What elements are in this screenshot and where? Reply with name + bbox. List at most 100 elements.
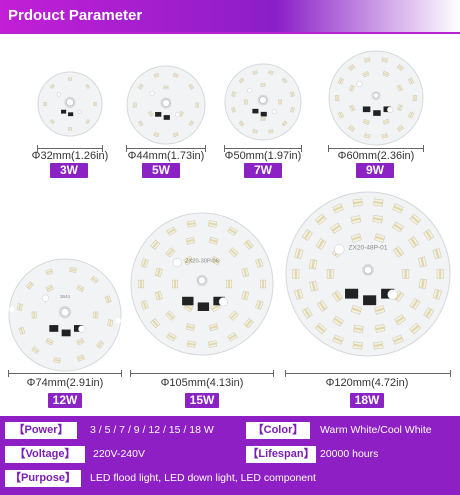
led-chip bbox=[140, 258, 149, 269]
led-chip bbox=[315, 238, 327, 250]
mount-notch bbox=[115, 317, 121, 324]
led-chip bbox=[186, 220, 197, 228]
led-chip bbox=[85, 83, 91, 89]
driver-ic bbox=[363, 295, 377, 306]
led-chip bbox=[227, 332, 238, 342]
led-chip bbox=[409, 298, 421, 310]
led-chip bbox=[352, 198, 363, 207]
led-chip bbox=[408, 111, 415, 119]
solder-pad bbox=[218, 297, 228, 307]
led-chip bbox=[332, 203, 344, 214]
silkscreen-label: 3644 bbox=[60, 294, 70, 299]
led-chip bbox=[153, 72, 160, 78]
solder-pad bbox=[172, 258, 182, 268]
led-chip bbox=[374, 324, 386, 333]
led-chip bbox=[337, 77, 344, 85]
driver-ic bbox=[260, 111, 267, 117]
led-chip bbox=[208, 323, 219, 332]
color-label: 【Color】 bbox=[246, 422, 310, 439]
solder-pad bbox=[247, 88, 253, 94]
driver-ic bbox=[182, 296, 194, 306]
led-chip bbox=[166, 332, 177, 342]
led-chip bbox=[207, 340, 218, 348]
led-chip bbox=[186, 340, 197, 348]
led-chip bbox=[364, 57, 371, 63]
led-chip bbox=[409, 322, 422, 335]
led-chip bbox=[154, 290, 163, 301]
board-7w-power-badge: 7W bbox=[244, 163, 282, 178]
driver-ic bbox=[362, 106, 371, 113]
dimension-line bbox=[37, 145, 103, 152]
led-chip bbox=[418, 278, 428, 289]
lifespan-value: 20000 hours bbox=[320, 448, 379, 460]
spec-row-power-color: 【Power】 3 / 5 / 7 / 9 / 12 / 15 / 18 W 【… bbox=[0, 420, 460, 440]
board-7w-size: Φ50mm(1.97in) bbox=[224, 150, 302, 162]
board-12w-image: 3644 bbox=[8, 258, 122, 372]
led-chip bbox=[238, 120, 245, 127]
led-chip bbox=[165, 247, 176, 258]
solder-pad bbox=[77, 109, 82, 115]
led-chip bbox=[231, 107, 236, 113]
led-chip bbox=[281, 77, 288, 84]
led-chip bbox=[353, 324, 364, 334]
driver-ic bbox=[163, 115, 170, 120]
led-chip bbox=[374, 233, 386, 243]
led-chip bbox=[252, 129, 258, 134]
board-18w-image: ZX20-48P-01 bbox=[285, 191, 451, 357]
dimension-line bbox=[126, 145, 206, 152]
led-chip bbox=[374, 305, 386, 315]
led-chip bbox=[76, 284, 85, 293]
led-chip bbox=[260, 279, 267, 289]
led-chip bbox=[166, 226, 177, 236]
center-hole bbox=[364, 265, 372, 274]
led-chip bbox=[392, 221, 404, 233]
led-chip bbox=[195, 102, 199, 108]
led-chip bbox=[408, 236, 420, 248]
board-12w-power-badge: 12W bbox=[48, 393, 82, 408]
led-chip bbox=[337, 111, 344, 119]
led-chip bbox=[348, 125, 356, 132]
led-chip bbox=[208, 236, 219, 245]
led-chip bbox=[316, 300, 328, 312]
center-hole bbox=[60, 307, 70, 317]
led-chip bbox=[332, 334, 344, 345]
led-chip bbox=[165, 310, 176, 321]
led-chip bbox=[244, 99, 248, 105]
led-chip bbox=[281, 120, 288, 127]
led-chip bbox=[163, 85, 169, 90]
led-chip bbox=[432, 248, 442, 260]
led-chip bbox=[18, 326, 26, 335]
driver-ic bbox=[345, 288, 359, 299]
header-divider bbox=[0, 32, 460, 34]
board-3w-size: Φ32mm(1.26in) bbox=[31, 150, 109, 162]
led-chip bbox=[394, 314, 406, 326]
led-chip bbox=[76, 337, 85, 346]
led-chip bbox=[104, 295, 112, 304]
center-hole bbox=[372, 92, 380, 99]
led-chip bbox=[137, 83, 144, 90]
led-chip bbox=[423, 307, 435, 319]
led-chip bbox=[183, 255, 194, 266]
solder-pad bbox=[271, 108, 277, 115]
led-chip bbox=[373, 198, 384, 207]
led-chip bbox=[228, 310, 239, 321]
solder-pad bbox=[149, 90, 155, 96]
led-chip bbox=[292, 269, 300, 279]
color-value: Warm White/Cool White bbox=[320, 424, 432, 436]
led-chip bbox=[93, 101, 97, 107]
dimension-line bbox=[224, 145, 302, 152]
board-12w-size: Φ74mm(2.91in) bbox=[26, 377, 104, 389]
led-chip bbox=[381, 57, 388, 63]
led-chip bbox=[188, 120, 195, 127]
led-chip bbox=[207, 220, 218, 228]
led-chip bbox=[53, 357, 61, 364]
led-chip bbox=[243, 239, 254, 250]
dimension-line bbox=[285, 370, 451, 377]
led-chip bbox=[172, 72, 179, 78]
led-chip bbox=[349, 84, 356, 92]
mount-notch bbox=[9, 306, 15, 313]
board-5w-power-badge: 5W bbox=[142, 163, 180, 178]
led-chip bbox=[314, 213, 327, 226]
led-chip bbox=[45, 337, 54, 346]
led-chip bbox=[49, 83, 55, 89]
